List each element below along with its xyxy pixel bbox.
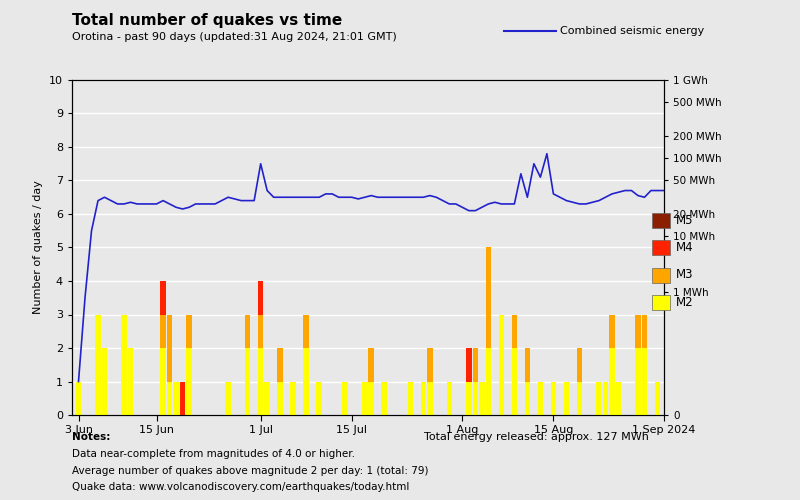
Bar xyxy=(525,348,530,382)
Y-axis label: Number of quakes / day: Number of quakes / day xyxy=(34,180,43,314)
Text: M3: M3 xyxy=(676,268,694,281)
Text: Data near-complete from magnitudes of 4.0 or higher.: Data near-complete from magnitudes of 4.… xyxy=(72,449,355,459)
Bar xyxy=(654,382,660,415)
Text: Orotina - past 90 days (updated:31 Aug 2024, 21:01 GMT): Orotina - past 90 days (updated:31 Aug 2… xyxy=(72,32,397,42)
Bar xyxy=(303,348,309,415)
Bar xyxy=(616,382,622,415)
Text: Total number of quakes vs time: Total number of quakes vs time xyxy=(72,12,342,28)
Bar xyxy=(362,382,367,415)
Bar xyxy=(427,382,433,415)
Text: M4: M4 xyxy=(676,241,694,254)
Bar xyxy=(446,382,452,415)
Bar xyxy=(466,382,472,415)
Bar xyxy=(160,348,166,415)
Bar xyxy=(486,248,491,348)
Bar xyxy=(486,348,491,415)
Text: Quake data: www.volcanodiscovery.com/earthquakes/today.html: Quake data: www.volcanodiscovery.com/ear… xyxy=(72,482,410,492)
Bar xyxy=(473,348,478,382)
Bar xyxy=(596,382,602,415)
Bar xyxy=(407,382,413,415)
Text: M5: M5 xyxy=(676,214,694,226)
Bar xyxy=(525,382,530,415)
Bar xyxy=(427,348,433,382)
Bar xyxy=(609,348,614,415)
Text: Average number of quakes above magnitude 2 per day: 1 (total: 79): Average number of quakes above magnitude… xyxy=(72,466,429,475)
Bar xyxy=(369,382,374,415)
Bar xyxy=(538,382,543,415)
Bar xyxy=(602,382,608,415)
Bar xyxy=(466,348,472,382)
Bar xyxy=(174,382,179,415)
Bar xyxy=(317,382,322,415)
Bar xyxy=(577,348,582,382)
Text: Combined seismic energy: Combined seismic energy xyxy=(560,26,704,36)
Bar xyxy=(102,348,107,415)
Bar xyxy=(290,382,296,415)
Bar xyxy=(498,314,504,415)
Bar xyxy=(160,281,166,314)
Bar xyxy=(303,314,309,348)
Text: M2: M2 xyxy=(676,296,694,309)
Text: Notes:: Notes: xyxy=(72,432,110,442)
Bar xyxy=(265,382,270,415)
Bar xyxy=(421,382,426,415)
Bar xyxy=(226,382,231,415)
Bar xyxy=(512,314,517,348)
Bar xyxy=(76,382,82,415)
Bar xyxy=(577,382,582,415)
Bar xyxy=(278,382,283,415)
Bar xyxy=(342,382,348,415)
Text: Total energy released: approx. 127 MWh: Total energy released: approx. 127 MWh xyxy=(424,432,649,442)
Bar xyxy=(512,348,517,415)
Bar xyxy=(186,314,192,348)
Bar xyxy=(479,382,485,415)
Bar xyxy=(167,382,172,415)
Bar xyxy=(369,348,374,382)
Bar xyxy=(258,281,263,314)
Bar xyxy=(95,314,101,415)
Bar xyxy=(258,348,263,415)
Bar xyxy=(642,314,647,348)
Bar xyxy=(180,382,186,415)
Bar xyxy=(642,348,647,415)
Bar xyxy=(635,314,641,348)
Bar xyxy=(167,314,172,382)
Bar xyxy=(245,348,250,415)
Bar xyxy=(564,382,569,415)
Bar xyxy=(473,382,478,415)
Bar xyxy=(122,314,127,415)
Bar xyxy=(278,348,283,382)
Bar xyxy=(186,348,192,415)
Bar xyxy=(550,382,556,415)
Bar xyxy=(160,314,166,348)
Bar xyxy=(245,314,250,348)
Bar xyxy=(128,348,134,415)
Bar xyxy=(635,348,641,415)
Bar xyxy=(258,314,263,348)
Bar xyxy=(609,314,614,348)
Bar xyxy=(382,382,387,415)
